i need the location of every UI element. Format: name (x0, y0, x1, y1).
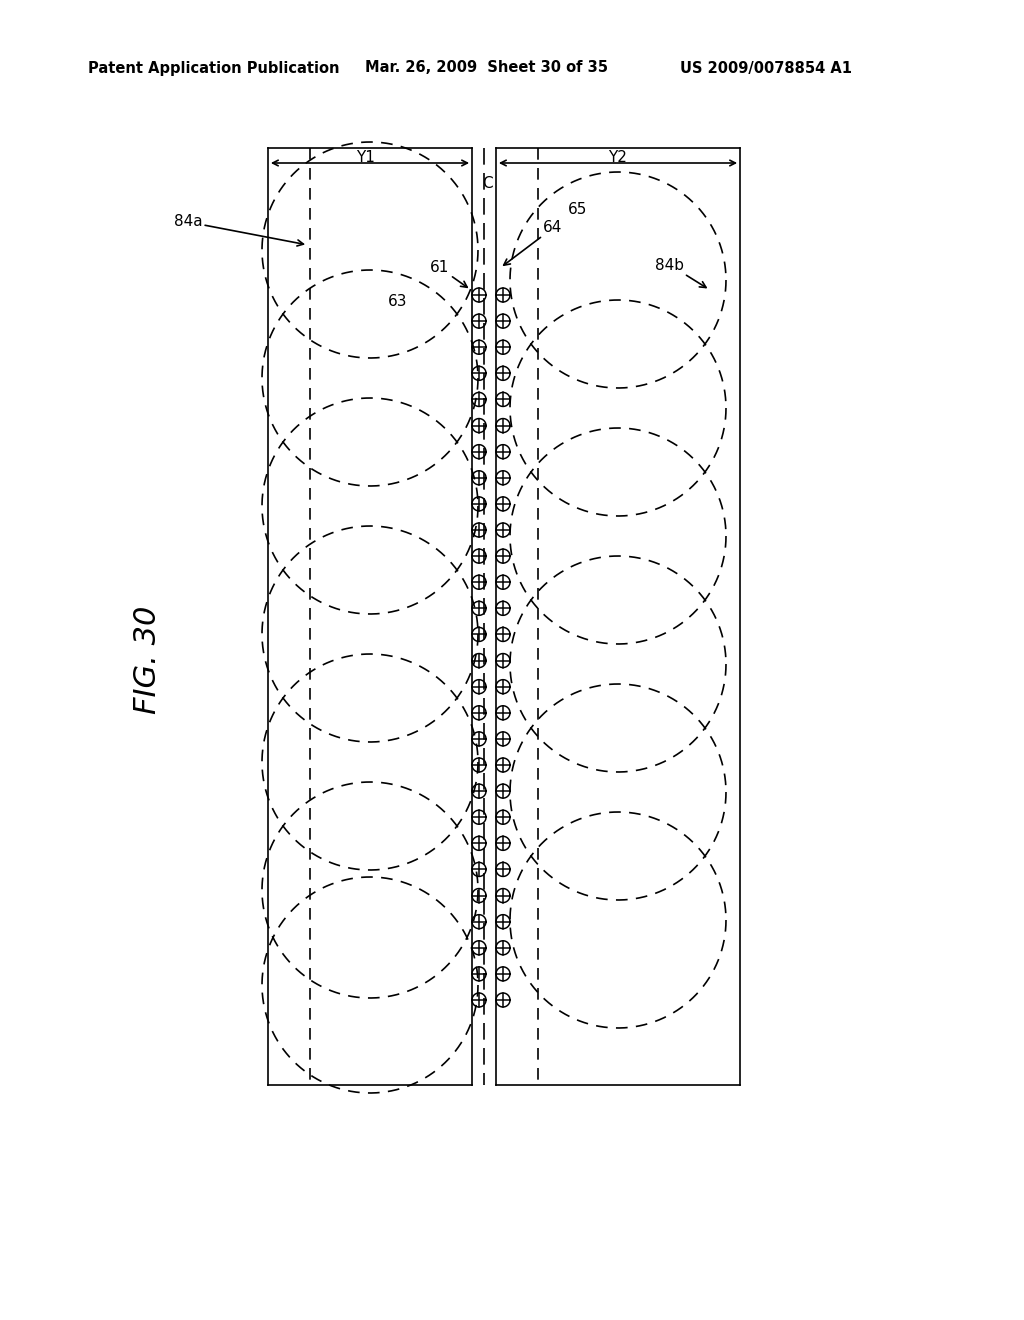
Text: 61: 61 (430, 260, 467, 288)
Text: 84a: 84a (174, 214, 303, 246)
Text: US 2009/0078854 A1: US 2009/0078854 A1 (680, 61, 852, 75)
Text: 63: 63 (388, 294, 408, 309)
Text: Patent Application Publication: Patent Application Publication (88, 61, 340, 75)
Text: 64: 64 (504, 220, 562, 265)
Text: 84b: 84b (655, 257, 707, 288)
Text: Y2: Y2 (608, 149, 628, 165)
Text: Mar. 26, 2009  Sheet 30 of 35: Mar. 26, 2009 Sheet 30 of 35 (365, 61, 608, 75)
Text: Y1: Y1 (355, 149, 375, 165)
Text: 65: 65 (568, 202, 588, 218)
Text: FIG. 30: FIG. 30 (133, 606, 163, 714)
Text: C: C (481, 176, 493, 190)
